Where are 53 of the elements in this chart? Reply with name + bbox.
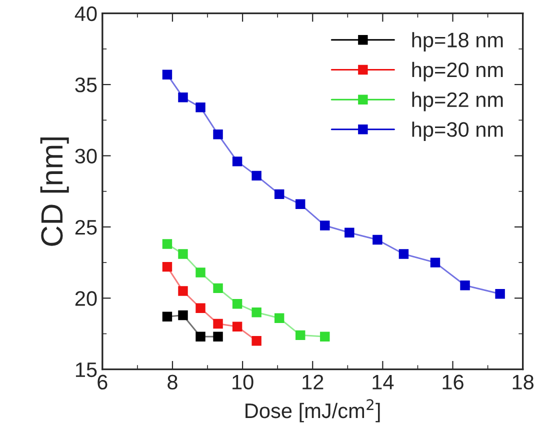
x-tick-label: 12 <box>302 374 324 390</box>
point <box>196 268 206 278</box>
y-tick-label: 35 <box>75 78 97 92</box>
point <box>232 298 242 309</box>
point <box>196 303 206 313</box>
point <box>430 258 440 268</box>
point <box>372 234 382 245</box>
point <box>320 332 330 342</box>
point <box>274 189 284 200</box>
point <box>232 322 242 332</box>
point <box>252 336 262 346</box>
point <box>460 280 470 290</box>
point <box>196 102 206 112</box>
y-tick-label: 40 <box>74 6 97 22</box>
point <box>178 92 188 102</box>
point <box>213 130 223 140</box>
point <box>162 239 172 249</box>
point <box>213 318 223 329</box>
point <box>495 289 505 299</box>
point <box>178 310 188 320</box>
y-tick-label: 20 <box>75 291 97 306</box>
point <box>295 199 306 210</box>
point <box>178 249 188 259</box>
x-tick-label: 18 <box>512 374 534 390</box>
point <box>162 70 172 80</box>
x-tick-label: 10 <box>232 374 254 390</box>
x-tick-label: 6 <box>98 374 108 390</box>
point <box>213 332 223 342</box>
x-tick-label: 8 <box>168 374 178 390</box>
x-tick-label: 16 <box>442 374 464 390</box>
point <box>252 308 262 318</box>
y-tick-label: 30 <box>75 148 97 164</box>
point <box>213 283 223 294</box>
point <box>295 330 306 340</box>
point <box>398 249 409 259</box>
point <box>252 170 262 181</box>
point <box>196 332 206 342</box>
point <box>232 156 242 166</box>
y-tick-label: 15 <box>76 362 97 378</box>
y-axis-title: CD [nm] <box>40 138 69 246</box>
point <box>344 228 354 238</box>
legend-label: hp=30 nm <box>412 122 503 142</box>
y-tick-label: 25 <box>75 220 97 235</box>
x-tick-label: 14 <box>372 374 394 390</box>
legend-label: hp=20 nm <box>412 62 503 82</box>
point <box>320 220 330 230</box>
point <box>274 313 284 323</box>
legend-label: hp=18 nm <box>412 32 503 52</box>
point <box>162 312 172 322</box>
point <box>162 262 172 272</box>
point <box>178 286 188 296</box>
legend-label: hp=22 nm <box>412 92 503 112</box>
x-axis-title: Dose [mJ/cm$^{2}$] <box>246 399 380 422</box>
